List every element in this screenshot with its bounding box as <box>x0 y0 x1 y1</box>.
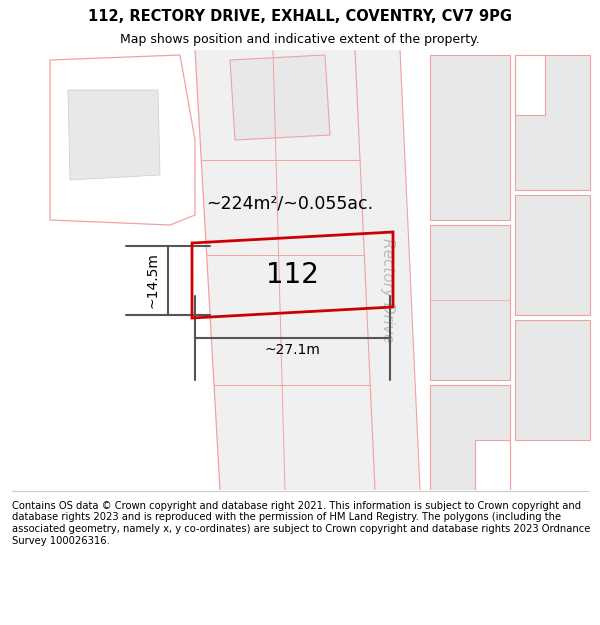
Polygon shape <box>230 55 330 140</box>
Text: 112, RECTORY DRIVE, EXHALL, COVENTRY, CV7 9PG: 112, RECTORY DRIVE, EXHALL, COVENTRY, CV… <box>88 9 512 24</box>
Polygon shape <box>515 55 590 190</box>
Text: Rectory Drive: Rectory Drive <box>380 238 395 342</box>
Polygon shape <box>430 385 510 490</box>
Polygon shape <box>515 195 590 315</box>
Text: Contains OS data © Crown copyright and database right 2021. This information is : Contains OS data © Crown copyright and d… <box>12 501 590 546</box>
Polygon shape <box>430 55 510 220</box>
Text: ~27.1m: ~27.1m <box>265 343 320 357</box>
Polygon shape <box>195 50 375 490</box>
Polygon shape <box>475 440 510 490</box>
Polygon shape <box>515 55 545 115</box>
Polygon shape <box>430 225 510 380</box>
Text: Map shows position and indicative extent of the property.: Map shows position and indicative extent… <box>120 32 480 46</box>
Text: 112: 112 <box>266 261 319 289</box>
Text: ~224m²/~0.055ac.: ~224m²/~0.055ac. <box>206 194 374 212</box>
Polygon shape <box>355 50 420 490</box>
Polygon shape <box>515 320 590 440</box>
Text: ~14.5m: ~14.5m <box>146 253 160 308</box>
Polygon shape <box>68 90 160 180</box>
